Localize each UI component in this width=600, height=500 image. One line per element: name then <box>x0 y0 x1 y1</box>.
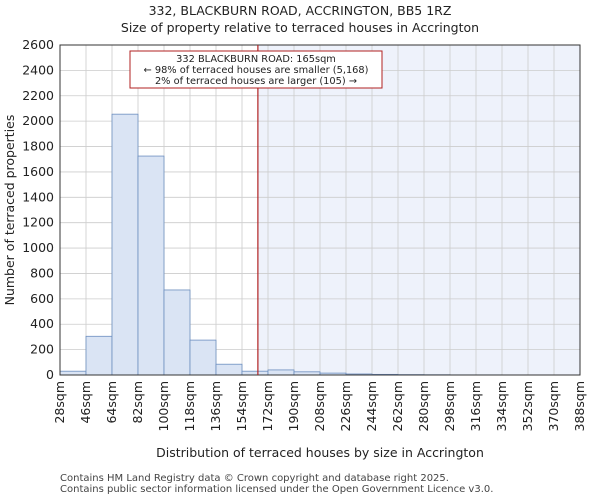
x-tick-label: 82sqm <box>130 381 145 424</box>
y-tick-label: 1800 <box>22 139 54 154</box>
histogram-bar <box>111 113 139 376</box>
chart-subtitle: Size of property relative to terraced ho… <box>120 20 480 35</box>
x-tick-label: 352sqm <box>520 381 535 431</box>
x-tick-label: 226sqm <box>338 381 353 431</box>
histogram-bar <box>85 335 113 376</box>
histogram-chart: 0 200 400 600 800 1000 1200 1400 1600 1800 2000 220… <box>2 37 587 460</box>
x-tick-label: 244sqm <box>364 381 379 431</box>
x-axis-label: Distribution of terraced houses by size … <box>156 445 484 460</box>
plot-frame <box>59 44 581 376</box>
y-tick-label: 200 <box>30 342 54 357</box>
x-tick-label: 316sqm <box>468 381 483 431</box>
x-tick-label: 46sqm <box>78 381 93 424</box>
y-tick-label: 400 <box>30 316 54 331</box>
y-axis-label: Number of terraced properties <box>2 115 17 306</box>
x-tick-label: 136sqm <box>208 381 223 431</box>
y-tick-label: 800 <box>30 265 54 280</box>
annotation-line-1: 332 BLACKBURN ROAD: 165sqm <box>176 54 336 65</box>
histogram-bar <box>241 370 269 376</box>
x-tick-label: 100sqm <box>156 381 171 431</box>
y-tick-label: 1000 <box>22 240 54 255</box>
histogram-bar <box>189 339 217 376</box>
x-tick-label: 190sqm <box>286 381 301 431</box>
x-tick-label: 28sqm <box>52 381 67 424</box>
x-tick-label: 388sqm <box>572 381 587 431</box>
x-tick-label: 334sqm <box>494 381 509 431</box>
histogram-bar <box>163 289 191 376</box>
footer-copyright: Contains HM Land Registry data © Crown c… <box>60 473 449 484</box>
histogram-bar <box>267 369 295 376</box>
annotation-line-2: ← 98% of terraced houses are smaller (5,… <box>144 65 369 76</box>
y-tick-label: 1600 <box>22 164 54 179</box>
histogram-bar <box>137 155 165 376</box>
x-tick-label: 118sqm <box>182 381 197 431</box>
x-tick-label: 298sqm <box>442 381 457 431</box>
highlight-region <box>257 45 580 375</box>
x-tick-label: 64sqm <box>104 381 119 424</box>
x-tick-label: 154sqm <box>234 381 249 431</box>
y-tick-label: 2200 <box>22 88 54 103</box>
x-tick-label: 172sqm <box>260 381 275 431</box>
x-tick-label: 262sqm <box>390 381 405 431</box>
histogram-bar <box>59 370 87 376</box>
annotation-line-3: 2% of terraced houses are larger (105) → <box>155 76 357 87</box>
chart-title: 332, BLACKBURN ROAD, ACCRINGTON, BB5 1RZ <box>148 3 452 18</box>
x-tick-label: 370sqm <box>546 381 561 431</box>
y-tick-label: 2600 <box>22 37 54 52</box>
y-tick-label: 0 <box>46 367 54 382</box>
y-tick-label: 1200 <box>22 215 54 230</box>
y-tick-label: 2000 <box>22 113 54 128</box>
y-tick-label: 600 <box>30 291 54 306</box>
x-tick-label: 208sqm <box>312 381 327 431</box>
footer-licence: Contains public sector information licen… <box>60 484 494 495</box>
histogram-bar <box>215 363 243 376</box>
y-tick-label: 2400 <box>22 62 54 77</box>
annotation-box <box>129 50 383 89</box>
y-tick-label: 1400 <box>22 189 54 204</box>
x-tick-label: 280sqm <box>416 381 431 431</box>
